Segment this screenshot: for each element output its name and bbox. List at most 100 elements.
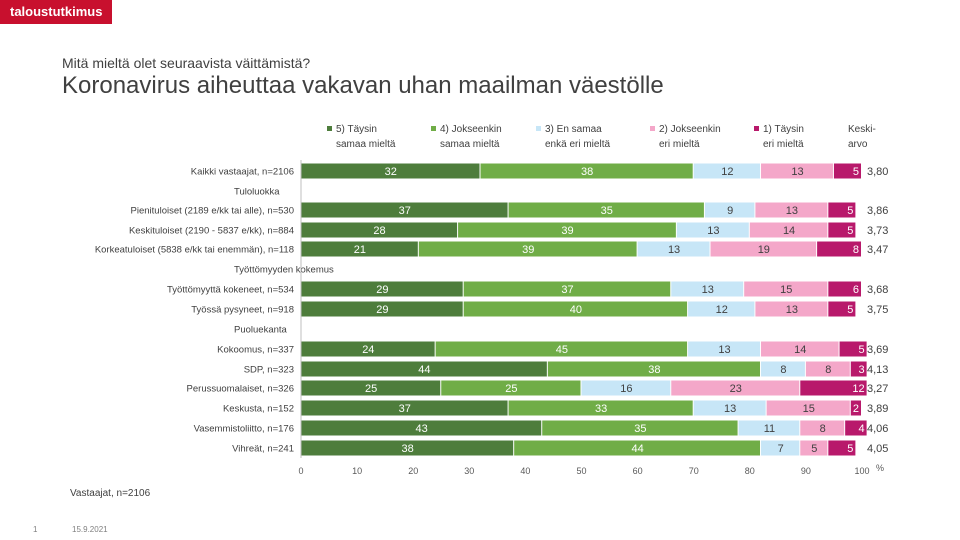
data-label: 15 bbox=[803, 403, 815, 415]
data-label: 28 bbox=[373, 225, 385, 237]
data-label: 8 bbox=[820, 423, 826, 435]
bar-segment bbox=[828, 301, 856, 317]
row-label: Kaikki vastaajat, n=2106 bbox=[191, 167, 294, 178]
mean-value: 3,80 bbox=[867, 166, 888, 178]
data-label: 3 bbox=[858, 364, 864, 376]
row-label: Perussuomalaiset, n=326 bbox=[187, 384, 294, 395]
data-label: 29 bbox=[376, 284, 388, 296]
bar-segment bbox=[800, 420, 845, 436]
bar-segment bbox=[817, 241, 861, 257]
bar-segment bbox=[301, 222, 458, 238]
bar-segment bbox=[671, 281, 744, 297]
report-date: 15.9.2021 bbox=[72, 525, 108, 534]
bar-segment bbox=[839, 341, 867, 357]
legend-label: eri mieltä bbox=[659, 139, 700, 150]
data-label: 39 bbox=[522, 244, 534, 256]
data-label: 38 bbox=[648, 364, 660, 376]
bar-segment bbox=[693, 400, 766, 416]
bar-segment bbox=[766, 400, 850, 416]
row-label: Keskusta, n=152 bbox=[223, 404, 294, 415]
bar-segment bbox=[435, 341, 688, 357]
data-label: 24 bbox=[362, 344, 374, 356]
data-label: 13 bbox=[791, 166, 803, 178]
group-label: Puoluekanta bbox=[234, 325, 288, 336]
data-label: 45 bbox=[556, 344, 568, 356]
data-label: 13 bbox=[786, 304, 798, 316]
mean-value: 3,27 bbox=[867, 383, 888, 395]
row-label: Vasemmistoliitto, n=176 bbox=[194, 424, 294, 435]
row-label: Keskituloiset (2190 - 5837 e/kk), n=884 bbox=[129, 226, 294, 237]
bar-segment bbox=[749, 222, 828, 238]
data-label: 35 bbox=[634, 423, 646, 435]
bar-segment bbox=[850, 400, 861, 416]
bar-segment bbox=[441, 380, 581, 396]
legend-label: samaa mieltä bbox=[440, 139, 500, 150]
mean-value: 4,06 bbox=[867, 423, 888, 435]
legend-swatch bbox=[650, 126, 655, 131]
mean-value: 3,86 bbox=[867, 205, 888, 217]
bar-segment bbox=[693, 163, 761, 179]
data-label: 37 bbox=[399, 205, 411, 217]
bar-segment bbox=[828, 222, 856, 238]
bar-segment bbox=[688, 341, 761, 357]
row-label: SDP, n=323 bbox=[244, 365, 294, 376]
bar-segment bbox=[301, 380, 441, 396]
data-label: 44 bbox=[418, 364, 430, 376]
bar-segment bbox=[301, 440, 514, 456]
question-subtitle: Mitä mieltä olet seuraavista väittämistä… bbox=[62, 55, 311, 71]
bar-segment bbox=[581, 380, 671, 396]
data-label: 37 bbox=[399, 403, 411, 415]
bar-segment bbox=[301, 361, 547, 377]
bar-segment bbox=[418, 241, 637, 257]
bar-segment bbox=[547, 361, 761, 377]
base-note: Vastaajat, n=2106 bbox=[70, 488, 151, 499]
data-label: 5 bbox=[858, 344, 864, 356]
data-label: 14 bbox=[783, 225, 795, 237]
bar-segment bbox=[805, 361, 850, 377]
legend-swatch bbox=[327, 126, 332, 131]
bar-segment bbox=[761, 163, 833, 179]
legend-label: 4) Jokseenkin bbox=[440, 124, 502, 135]
data-label: 25 bbox=[365, 383, 377, 395]
data-label: 8 bbox=[825, 364, 831, 376]
row-label: Pienituloiset (2189 e/kk tai alle), n=53… bbox=[131, 206, 294, 217]
bar-segment bbox=[463, 281, 671, 297]
data-label: 38 bbox=[401, 443, 413, 455]
mean-header: Keski- bbox=[848, 124, 876, 135]
bar-segment bbox=[845, 420, 867, 436]
data-label: 38 bbox=[581, 166, 593, 178]
x-tick-label: 100 bbox=[854, 466, 869, 476]
bar-segment bbox=[755, 301, 828, 317]
bar-segment bbox=[301, 420, 542, 436]
data-label: 44 bbox=[631, 443, 643, 455]
mean-value: 4,05 bbox=[867, 443, 888, 455]
data-label: 12 bbox=[852, 383, 864, 395]
bar-segment bbox=[671, 380, 800, 396]
data-label: 5 bbox=[847, 225, 853, 237]
bar-segment bbox=[800, 440, 828, 456]
bar-segment bbox=[301, 281, 463, 297]
mean-header: arvo bbox=[848, 139, 868, 150]
data-label: 33 bbox=[595, 403, 607, 415]
row-label: Työttömyyttä kokeneet, n=534 bbox=[167, 285, 294, 296]
data-label: 21 bbox=[354, 244, 366, 256]
data-label: 13 bbox=[707, 225, 719, 237]
legend-label: 1) Täysin bbox=[763, 124, 804, 135]
bar-segment bbox=[755, 202, 828, 218]
bar-segment bbox=[738, 420, 800, 436]
legend-swatch bbox=[754, 126, 759, 131]
data-label: 19 bbox=[758, 244, 770, 256]
bar-segment bbox=[744, 281, 828, 297]
bar-segment bbox=[688, 301, 755, 317]
bar-segment bbox=[301, 241, 418, 257]
data-label: 9 bbox=[727, 205, 733, 217]
bar-segment bbox=[761, 361, 805, 377]
data-label: 13 bbox=[668, 244, 680, 256]
legend-swatch bbox=[536, 126, 541, 131]
bar-segment bbox=[710, 241, 817, 257]
data-label: 23 bbox=[730, 383, 742, 395]
x-tick-label: 20 bbox=[408, 466, 418, 476]
x-axis-unit: % bbox=[876, 463, 884, 473]
x-tick-label: 10 bbox=[352, 466, 362, 476]
